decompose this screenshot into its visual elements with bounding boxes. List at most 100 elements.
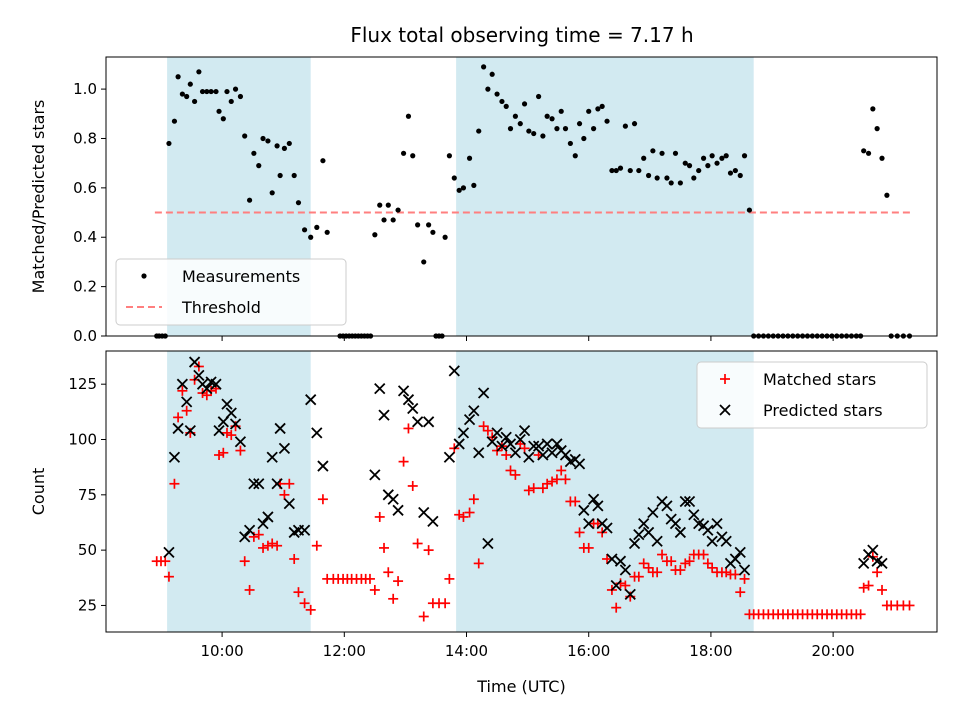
measurement-point [521,101,528,107]
top-legend-label: Measurements [182,267,300,286]
predicted-star-point [606,553,618,565]
measurement-point [581,135,587,142]
measurement-point [430,229,436,235]
predicted-star-point [278,442,291,454]
predicted-star-point-b [443,451,456,463]
measurement-point [216,108,222,114]
predicted-star-point-b [278,442,291,454]
matched-star-point [560,474,571,485]
predicted-star-point [683,495,696,508]
predicted-star-point [738,564,751,576]
matched-star-point [253,529,264,540]
predicted-star-point [518,425,531,437]
matched-star-point [877,584,888,595]
predicted-star-point-b [601,522,613,534]
predicted-star-point-b [876,557,888,570]
predicted-star-point [473,447,485,459]
predicted-star-point [221,398,233,410]
matched-star-point [904,600,915,611]
measurement-point [274,143,280,149]
measurement-point [242,133,248,139]
predicted-star-point-b [496,440,508,452]
predicted-star-point [468,405,480,417]
matched-star-point [369,584,380,595]
matched-star-point [289,553,300,564]
measurement-point [650,148,656,154]
predicted-star-point-b [578,504,590,516]
predicted-star-point [253,478,265,490]
predicted-star-point-b [422,416,435,428]
predicted-star-point [858,557,870,570]
bottom-legend-swatch-predicted [719,404,731,416]
measurement-point [400,150,407,156]
measurement-point [224,88,230,95]
matched-star-point [398,456,409,467]
predicted-star-point [729,553,741,565]
predicted-star-point-b [624,588,636,601]
top-panel: 0.0 0.2 0.4 0.6 0.8 1.0 Matched/Predicted sta… [29,56,938,345]
predicted-star-point-b [638,517,650,530]
measurement-point [494,91,500,97]
predicted-star-point-b [387,493,399,505]
measurement-point [536,93,542,100]
matched-star-point [444,573,455,584]
predicted-star-point [559,449,572,461]
predicted-star-point [601,522,613,534]
predicted-star-point [453,438,465,450]
predicted-star-point-b [619,564,632,576]
measurement-point [540,133,546,139]
predicted-star-point-b [411,416,424,428]
measurement-point [746,207,753,213]
predicted-star-point-b [392,504,404,516]
measurement-point [451,175,457,181]
predicted-star-point-b [317,460,329,472]
measurement-point [372,232,378,238]
top-y-axis-label: Matched/Predicted stars [29,100,48,294]
predicted-star-point-b [188,356,201,368]
measurement-point [609,167,615,174]
matched-star-point [675,565,686,576]
predicted-star-point [706,535,718,547]
predicted-star-point [619,564,632,576]
measurement-point [732,167,738,174]
matched-star-point [379,542,390,553]
predicted-star-point-b [477,387,490,399]
bottom-y-tick-label: 50 [78,541,97,559]
predicted-star-point [587,493,600,505]
predicted-star-point-b [239,531,251,543]
x-tick-label: 10:00 [200,642,243,660]
predicted-star-point-b [661,500,673,512]
predicted-star-point [266,451,278,463]
bottom-y-tick-label: 25 [78,596,97,614]
measurement-point [471,182,477,188]
predicted-star-point-b [311,427,323,439]
measurement-point [664,175,670,181]
matched-star-point [403,423,414,434]
predicted-star-point-b [427,515,439,528]
predicted-star-point [262,511,274,523]
measurement-point [714,160,720,166]
predicted-star-point-b [473,447,485,459]
predicted-star-point [592,500,604,512]
matched-star-point [201,390,212,401]
measurement-point [324,229,330,235]
matched-star-point [279,489,290,500]
predicted-star-point [387,493,399,505]
predicted-star-point-b [592,500,604,512]
measurement-point [503,103,509,109]
measurement-point [526,128,532,134]
measurement-point [208,88,214,95]
predicted-star-point-b [234,436,247,448]
predicted-star-point-b [448,365,460,377]
matched-star-point [239,556,250,567]
measurement-point [861,148,867,154]
predicted-star-point [496,440,508,452]
measurement-point [377,202,383,208]
predicted-star-point [448,365,460,377]
predicted-star-point [229,418,242,430]
measurement-point [558,108,564,114]
measurement-point [213,88,219,95]
measurement-point [531,130,537,137]
matched-star-point [244,584,255,595]
matched-star-point [383,567,394,578]
